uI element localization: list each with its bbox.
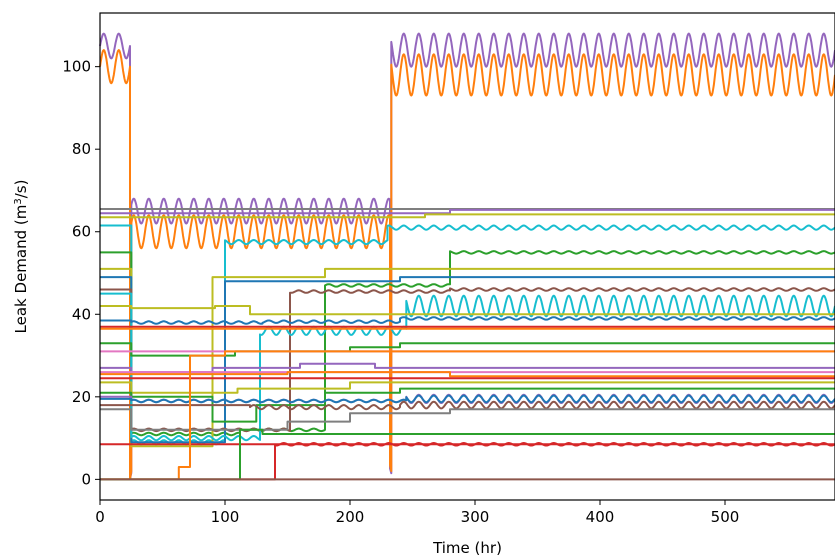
series-line-3: [99, 208, 835, 215]
x-tick-label-500: 500: [711, 508, 740, 526]
y-axis: 0 20 40 60 80 100: [62, 58, 100, 488]
series-line-28: [99, 442, 835, 481]
series-line-4: [99, 213, 835, 219]
series-line-15: [99, 342, 835, 357]
series-line-7: [99, 267, 835, 448]
series-line-12: [99, 316, 835, 325]
x-axis-label: Time (hr): [432, 539, 502, 556]
plot-area: [99, 32, 835, 481]
x-tick-label-300: 300: [461, 508, 490, 526]
y-tick-label-20: 20: [72, 388, 91, 406]
x-tick-label-400: 400: [586, 508, 615, 526]
series-line-1: [99, 49, 835, 481]
series-line-26: [99, 408, 835, 431]
series-line-19: [99, 371, 835, 378]
y-tick-label-60: 60: [72, 223, 91, 241]
y-axis-label: Leak Demand (m3/s): [12, 180, 30, 334]
x-tick-label-100: 100: [211, 508, 240, 526]
series-line-10: [99, 292, 835, 442]
y-tick-label-40: 40: [72, 305, 91, 323]
x-axis: 0 100 200 300 400 500: [95, 500, 739, 526]
y-axis-label-tail: /s): [12, 180, 30, 199]
series-line-17: [99, 362, 835, 374]
series-line-22: [99, 387, 835, 423]
y-axis-label-superscript: 3: [13, 198, 24, 204]
x-tick-label-200: 200: [336, 508, 365, 526]
series-line-8: [99, 276, 835, 444]
y-axis-label-main: Leak Demand (m: [12, 205, 30, 334]
series-line-29: [99, 350, 835, 481]
x-tick-label-0: 0: [95, 508, 105, 526]
series-line-5: [99, 224, 835, 446]
y-tick-label-80: 80: [72, 140, 91, 158]
axes-frame: [99, 12, 835, 501]
series-line-0: [99, 32, 835, 481]
series-line-11: [99, 305, 835, 316]
series-line-25: [99, 400, 835, 411]
series-line-21: [99, 381, 835, 394]
y-tick-label-100: 100: [62, 58, 91, 76]
y-tick-label-0: 0: [81, 470, 91, 488]
series-line-24: [99, 394, 835, 404]
series-line-6: [99, 250, 835, 437]
